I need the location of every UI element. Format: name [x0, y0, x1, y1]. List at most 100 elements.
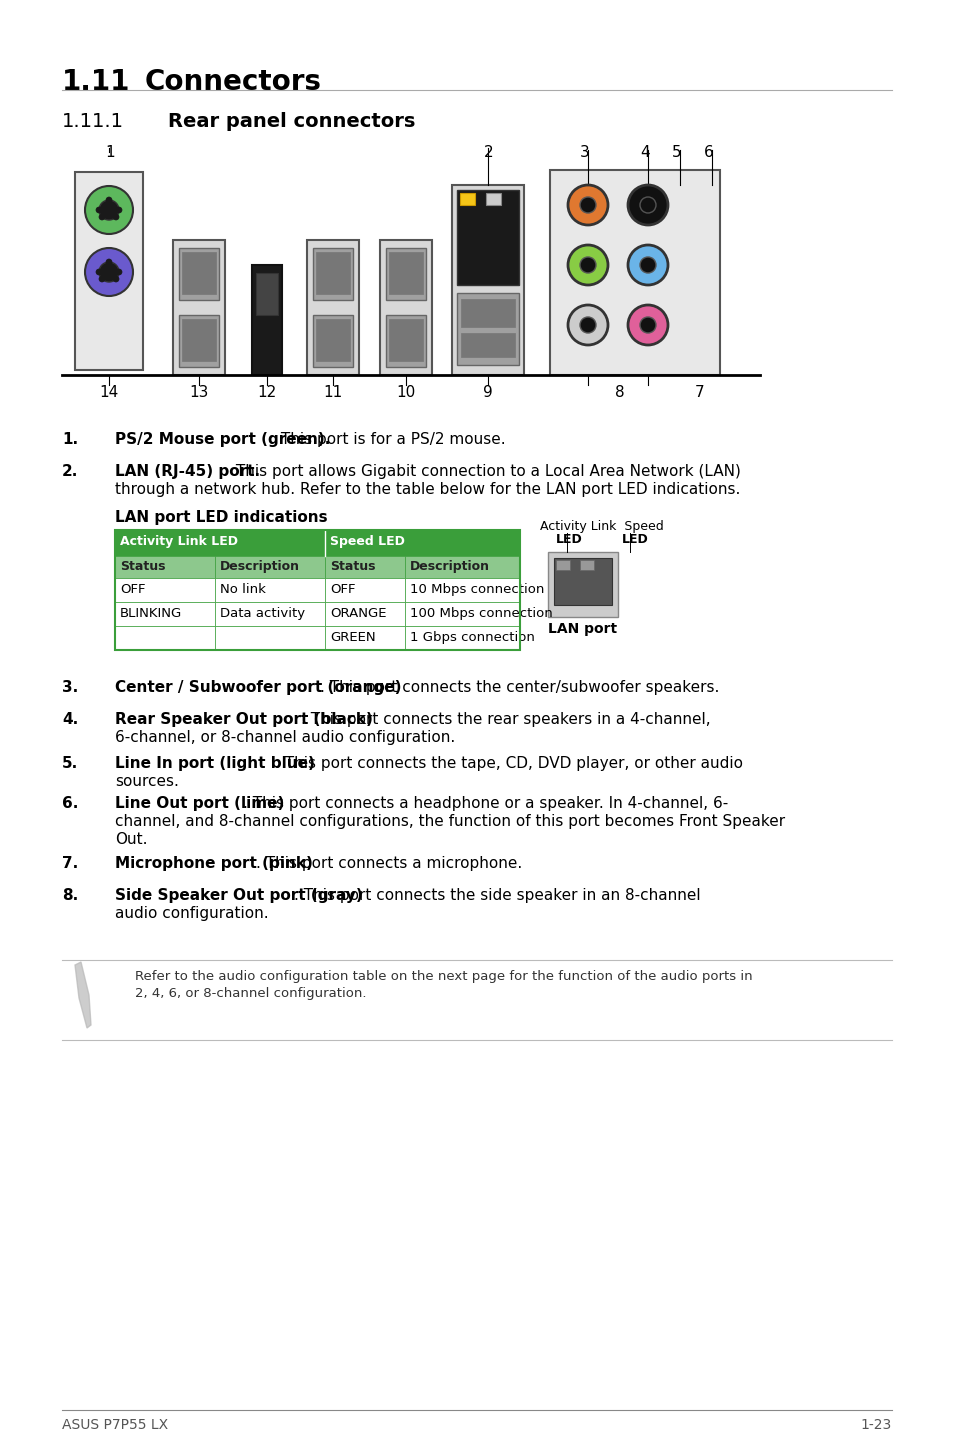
Circle shape [106, 197, 112, 203]
Bar [325, 578, 405, 603]
Bar [115, 531, 325, 557]
Circle shape [116, 269, 122, 275]
Circle shape [99, 200, 119, 220]
Text: . This port connects the rear speakers in a 4-channel,: . This port connects the rear speakers i… [300, 712, 709, 728]
Text: . This port connects a headphone or a speaker. In 4-channel, 6-: . This port connects a headphone or a sp… [243, 797, 727, 811]
Text: LAN port LED indications: LAN port LED indications [115, 510, 327, 525]
Text: 2.: 2. [62, 464, 78, 479]
Bar [172, 240, 225, 375]
Bar [307, 240, 358, 375]
Text: Side Speaker Out port (gray): Side Speaker Out port (gray) [115, 889, 362, 903]
Bar [252, 265, 282, 375]
Text: Refer to the audio configuration table on the next page for the function of the : Refer to the audio configuration table o… [135, 971, 752, 984]
Text: LED: LED [556, 533, 582, 546]
Text: 3: 3 [579, 145, 589, 160]
Text: audio configuration.: audio configuration. [115, 906, 269, 920]
Circle shape [112, 214, 119, 220]
Text: This port is for a PS/2 mouse.: This port is for a PS/2 mouse. [275, 431, 505, 447]
Text: 6: 6 [703, 145, 713, 160]
Text: GREEN: GREEN [330, 631, 375, 644]
Bar [389, 319, 422, 361]
Text: 1 Gbps connection: 1 Gbps connection [410, 631, 535, 644]
Circle shape [627, 186, 667, 224]
Text: Description: Description [410, 559, 490, 572]
Bar [325, 603, 405, 626]
Circle shape [99, 214, 105, 220]
Bar [214, 557, 325, 578]
Bar [405, 626, 519, 650]
Bar [389, 252, 422, 293]
Text: Status: Status [330, 559, 375, 572]
Text: 5.: 5. [62, 756, 78, 771]
Bar [556, 559, 569, 569]
Circle shape [85, 186, 132, 234]
Circle shape [627, 305, 667, 345]
Text: 2, 4, 6, or 8-channel configuration.: 2, 4, 6, or 8-channel configuration. [135, 986, 366, 999]
Text: Rear panel connectors: Rear panel connectors [168, 112, 415, 131]
Text: LED: LED [621, 533, 648, 546]
Text: OFF: OFF [120, 582, 146, 595]
Circle shape [99, 262, 119, 282]
Circle shape [85, 247, 132, 296]
Text: 3.: 3. [62, 680, 78, 695]
Circle shape [567, 186, 607, 224]
Text: Connectors: Connectors [145, 68, 322, 96]
Bar [405, 603, 519, 626]
Bar [315, 252, 350, 293]
Text: 7.: 7. [62, 856, 78, 871]
Bar [182, 252, 215, 293]
Text: 1-23: 1-23 [860, 1418, 891, 1432]
Text: 11: 11 [323, 385, 342, 400]
Bar [405, 557, 519, 578]
Text: Activity Link  Speed: Activity Link Speed [539, 521, 663, 533]
Text: Line Out port (lime): Line Out port (lime) [115, 797, 284, 811]
Circle shape [96, 207, 102, 213]
Text: 14: 14 [99, 385, 118, 400]
Text: . This port connects a microphone.: . This port connects a microphone. [255, 856, 521, 871]
Text: Activity Link LED: Activity Link LED [120, 535, 237, 548]
Bar [115, 578, 214, 603]
Text: BLINKING: BLINKING [120, 607, 182, 620]
Text: 2: 2 [483, 145, 493, 160]
Bar [456, 190, 518, 285]
Text: . This port connects the tape, CD, DVD player, or other audio: . This port connects the tape, CD, DVD p… [274, 756, 742, 771]
Circle shape [639, 316, 656, 334]
Bar [386, 315, 426, 367]
Bar [315, 319, 350, 361]
Text: Speed LED: Speed LED [330, 535, 404, 548]
Circle shape [96, 269, 102, 275]
Bar [325, 531, 519, 557]
Bar [386, 247, 426, 301]
Bar [485, 193, 500, 206]
Text: Line In port (light blue): Line In port (light blue) [115, 756, 314, 771]
Bar [379, 240, 432, 375]
Text: 10 Mbps connection: 10 Mbps connection [410, 582, 544, 595]
Bar [405, 578, 519, 603]
Text: through a network hub. Refer to the table below for the LAN port LED indications: through a network hub. Refer to the tabl… [115, 482, 740, 498]
Text: Status: Status [120, 559, 165, 572]
Text: Description: Description [220, 559, 299, 572]
Bar [214, 603, 325, 626]
Bar [550, 170, 720, 375]
Circle shape [106, 259, 112, 265]
Text: . This port connects the center/subwoofer speakers.: . This port connects the center/subwoofe… [319, 680, 719, 695]
Circle shape [99, 276, 105, 282]
Bar [579, 559, 594, 569]
Text: 13: 13 [189, 385, 209, 400]
Bar [115, 603, 214, 626]
Bar [452, 186, 523, 375]
Text: OFF: OFF [330, 582, 355, 595]
Circle shape [579, 257, 596, 273]
Text: Out.: Out. [115, 833, 148, 847]
Circle shape [567, 305, 607, 345]
Bar [325, 557, 405, 578]
Bar [456, 293, 518, 365]
Circle shape [579, 316, 596, 334]
Circle shape [116, 207, 122, 213]
Text: 9: 9 [482, 385, 493, 400]
Bar [75, 173, 143, 370]
Bar [179, 247, 219, 301]
Text: sources.: sources. [115, 774, 179, 789]
Circle shape [627, 244, 667, 285]
Text: ASUS P7P55 LX: ASUS P7P55 LX [62, 1418, 168, 1432]
